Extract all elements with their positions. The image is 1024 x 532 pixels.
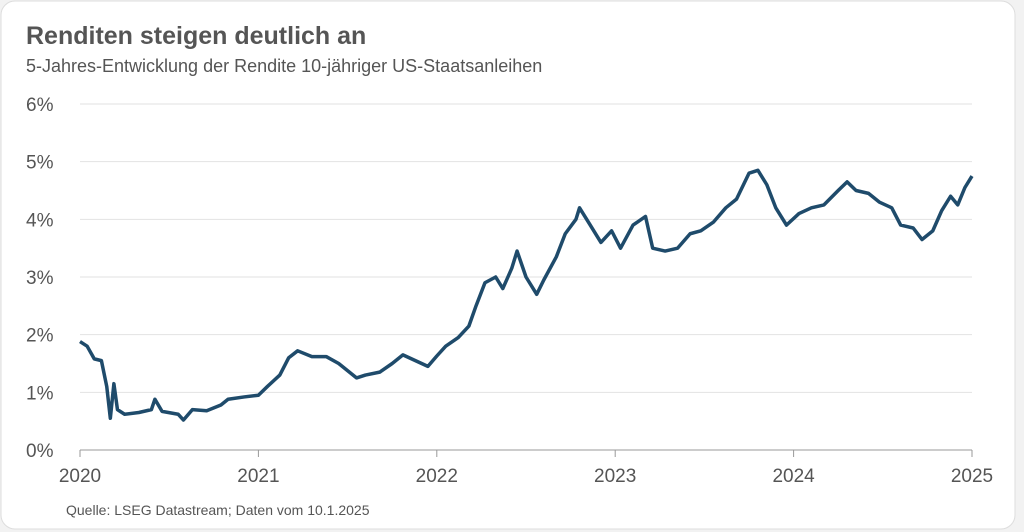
line-series (79, 168, 974, 422)
x-tick-label: 2023 (594, 466, 636, 487)
y-tick-label: 4% (26, 210, 54, 231)
x-tick-label: 2024 (772, 466, 815, 487)
chart-subtitle: 5-Jahres-Entwicklung der Rendite 10-jähr… (26, 56, 542, 76)
x-tick-label: 2021 (237, 466, 279, 487)
x-tick-label: 2022 (416, 466, 458, 487)
chart-title: Renditen steigen deutlich an (26, 22, 366, 50)
y-tick-label: 3% (26, 268, 54, 289)
y-tick-label: 2% (26, 326, 54, 347)
x-tick-label: 2020 (59, 466, 101, 487)
y-tick-label: 1% (26, 383, 54, 404)
source-note: Quelle: LSEG Datastream; Daten vom 10.1.… (66, 502, 370, 518)
y-tick-label: 0% (26, 441, 54, 462)
y-tick-label: 6% (26, 95, 54, 116)
y-tick-label: 5% (26, 153, 54, 174)
x-tick-label: 2025 (951, 466, 993, 487)
